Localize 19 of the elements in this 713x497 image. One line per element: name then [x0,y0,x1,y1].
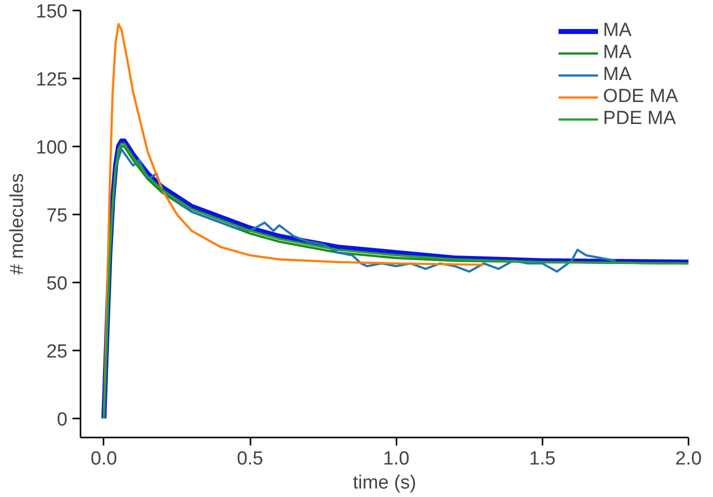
y-tick-label: 0 [56,409,68,430]
x-tick-label: 1.0 [382,448,410,470]
y-tick-label: 50 [46,273,68,294]
x-tick-label: 0.5 [236,448,264,470]
y-tick-label: 125 [36,69,68,90]
x-axis-title: time (s) [352,472,416,494]
y-axis-title: # molecules [6,173,28,275]
x-tick-label: 0.0 [90,448,118,470]
legend-label: MA [603,42,632,64]
legend-label: PDE MA [603,108,676,130]
x-tick-label: 2.0 [675,448,702,470]
legend-label: MA [603,20,632,42]
legend-label: MA [603,64,632,86]
y-tick-label: 150 [36,2,68,22]
x-tick-label: 1.5 [529,448,556,470]
y-tick-label: 25 [46,341,68,362]
legend-label: ODE MA [603,86,678,108]
y-tick-label: 100 [36,137,68,158]
y-tick-label: 75 [46,205,68,226]
